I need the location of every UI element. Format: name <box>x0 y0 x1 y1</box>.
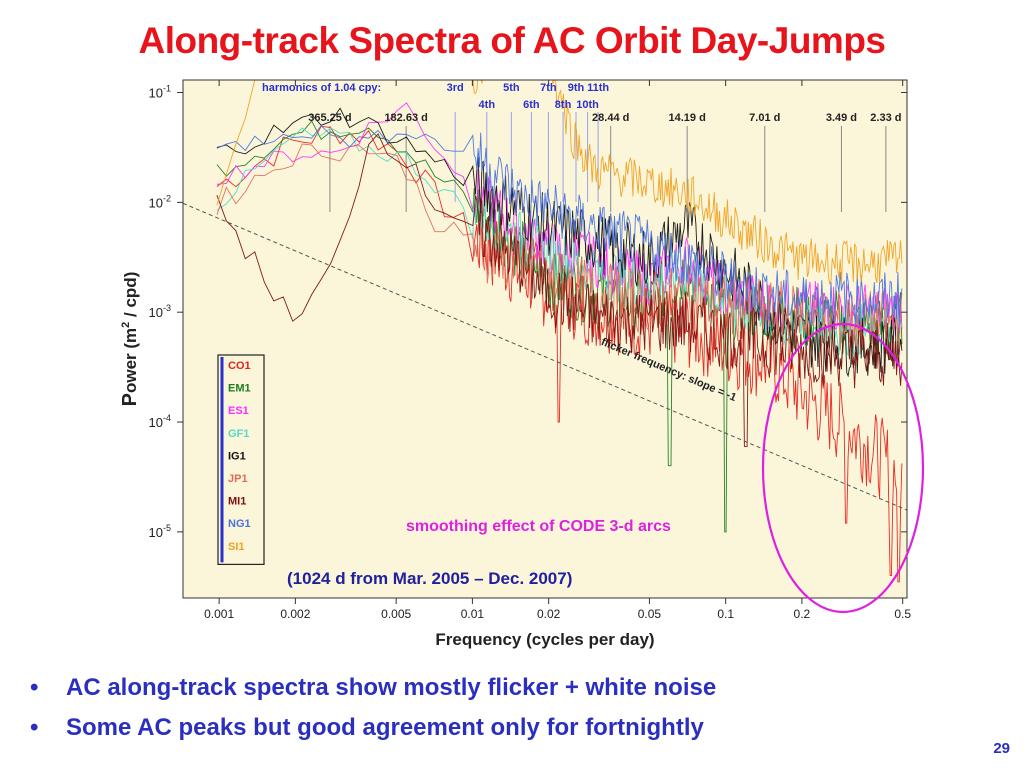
y-tick-label: 10-1 <box>149 84 171 101</box>
spectra-chart: 0.001 0.002 0.005 0.01 0.02 0.05 0.1 0.2 0.5 10-1… <box>119 79 925 649</box>
bullet-item: • Some AC peaks but good agreement only f… <box>30 708 716 748</box>
period-label: 182.63 d <box>384 112 427 124</box>
axes-group: 0.001 0.002 0.005 0.01 0.02 0.05 0.1 0.2 0.5 10-1… <box>149 80 911 621</box>
y-axis-label: Power (m2 / cpd) <box>119 272 141 407</box>
legend: CO1 EM1 ES1 GF1 IG1 JP1 MI1 NG1 SI1 <box>217 354 265 565</box>
legend-item: ES1 <box>228 405 249 417</box>
legend-item: SI1 <box>228 541 245 553</box>
bullet-item: • AC along-track spectra show mostly flic… <box>30 668 716 708</box>
flicker-reference-line <box>183 202 907 511</box>
period-lines <box>329 112 887 212</box>
highlight-ellipse <box>761 322 925 614</box>
annotation-smoothing: smoothing effect of CODE 3-d arcs <box>406 518 671 535</box>
harmonic-label: 6th <box>523 99 540 111</box>
period-label: 3.49 d <box>826 112 857 124</box>
period-label: 7.01 d <box>749 112 780 124</box>
bullet-marker: • <box>30 674 39 701</box>
x-tick-label: 0.1 <box>717 607 734 621</box>
legend-item: NG1 <box>228 518 251 530</box>
harmonic-label: 8th <box>555 99 572 111</box>
legend-item: MI1 <box>228 496 246 508</box>
x-tick-label: 0.05 <box>638 607 662 621</box>
series-group <box>216 80 903 583</box>
harmonic-label: 10th <box>576 99 599 111</box>
harmonic-label: 7th <box>540 82 557 94</box>
x-tick-label: 0.5 <box>894 607 911 621</box>
legend-item: CO1 <box>228 360 251 372</box>
y-tick-label: 10-5 <box>149 523 171 540</box>
x-tick-label: 0.02 <box>537 607 561 621</box>
harmonic-label: 4th <box>479 99 496 111</box>
svg-text:Power (m2 / cpd): Power (m2 / cpd) <box>119 272 141 407</box>
y-tick-label: 10-2 <box>149 193 171 210</box>
reference-line-group <box>183 202 907 511</box>
legend-item: EM1 <box>228 383 251 395</box>
harmonic-label: 9th <box>568 82 585 94</box>
x-tick-label: 0.01 <box>461 607 485 621</box>
bullet-text: Some AC peaks but good agreement only fo… <box>66 714 704 741</box>
period-label: 2.33 d <box>870 112 901 124</box>
x-axis-label: Frequency (cycles per day) <box>435 630 654 649</box>
y-tick-label: 10-3 <box>149 303 171 320</box>
y-axis-label-main: ower (m <box>121 328 140 393</box>
legend-box <box>217 354 265 565</box>
harmonic-label: 5th <box>503 82 520 94</box>
y-tick-label: 10-4 <box>149 413 171 430</box>
series-line-mi1 <box>216 133 903 447</box>
legend-item: GF1 <box>228 428 249 440</box>
bullet-text: AC along-track spectra show mostly flick… <box>66 674 717 701</box>
legend-item: JP1 <box>228 473 248 485</box>
slide-title: Along-track Spectra of AC Orbit Day-Jump… <box>138 20 886 61</box>
harmonic-label: 3rd <box>447 82 464 94</box>
period-label: 14.19 d <box>669 112 706 124</box>
series-line-ng1 <box>216 125 903 325</box>
harmonics-label: harmonics of 1.04 cpy: <box>262 82 381 94</box>
bullet-marker: • <box>30 714 39 741</box>
y-axis-label-initial: P <box>119 393 141 406</box>
period-label: 28.44 d <box>592 112 629 124</box>
bullet-list: • AC along-track spectra show mostly flic… <box>30 668 716 748</box>
period-label: 365.25 d <box>308 112 351 124</box>
series-line-em1 <box>216 120 903 533</box>
x-tick-label: 0.002 <box>280 607 310 621</box>
y-axis-label-tail: / cpd) <box>121 272 140 322</box>
page-number: 29 <box>993 740 1010 757</box>
plot-frame <box>182 79 908 599</box>
x-tick-label: 0.001 <box>204 607 234 621</box>
harmonic-label: 11th <box>587 82 609 94</box>
x-tick-label: 0.2 <box>794 607 811 621</box>
series-line-si1 <box>216 80 903 286</box>
x-tick-label: 0.005 <box>381 607 411 621</box>
y-axis-label-sup: 2 <box>120 322 132 328</box>
legend-item: IG1 <box>228 450 246 462</box>
annotation-span: (1024 d from Mar. 2005 – Dec. 2007) <box>287 569 572 588</box>
